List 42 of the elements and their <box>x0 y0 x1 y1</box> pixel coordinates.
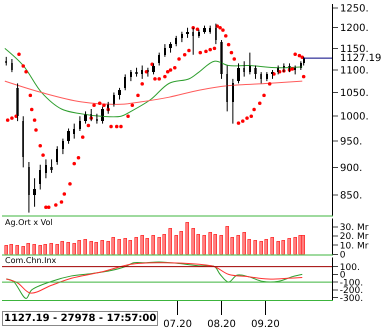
y-tick-label: -300. <box>340 294 364 304</box>
bar <box>220 235 223 254</box>
bar <box>134 237 138 254</box>
x-tick-label: 09.20 <box>251 319 280 330</box>
bar <box>50 243 53 254</box>
bar <box>288 238 291 254</box>
y-tick-label: 0 <box>340 270 346 281</box>
chart-title: Ag.Ort x Vol <box>5 218 53 227</box>
bar <box>236 235 240 254</box>
y-tick-label: 0 <box>340 250 346 260</box>
y-tick-label: 950. <box>340 136 362 148</box>
bar <box>202 235 206 254</box>
bar <box>84 239 87 254</box>
y-tick-label: 1250. <box>340 3 369 14</box>
y-tick-label: 1150. <box>340 44 369 55</box>
x-tick-label: 08.20 <box>207 319 236 330</box>
bar <box>270 237 274 254</box>
bar <box>302 235 305 254</box>
bar <box>152 235 155 254</box>
chart-title: Com.Chn.Inx <box>5 256 57 265</box>
bar <box>186 222 189 254</box>
ref-line-label: 1127.19 <box>340 53 382 64</box>
bar <box>254 240 257 254</box>
y-tick-label: 850. <box>340 190 362 202</box>
bar <box>168 228 172 254</box>
y-tick-label: 10. Mr <box>340 241 369 252</box>
y-tick-label: 1000. <box>340 112 369 123</box>
bar <box>66 242 70 254</box>
x-tick-label: 07.20 <box>163 319 192 330</box>
bar <box>118 239 121 254</box>
text: 1127.19 - 27978 - 17:57:00 <box>4 313 156 324</box>
bar <box>100 240 104 254</box>
bar <box>16 245 19 254</box>
y-tick-label: 20. Mr <box>340 232 369 242</box>
y-tick-label: 30. Mr <box>340 222 369 233</box>
y-tick-label: 1200. <box>340 23 369 34</box>
line-series <box>6 262 303 294</box>
bar <box>32 244 36 254</box>
y-tick-label: 1050. <box>340 88 369 100</box>
y-tick-label: 1100. <box>340 65 369 76</box>
y-tick-label: 900. <box>340 162 362 174</box>
line-series <box>4 80 303 105</box>
